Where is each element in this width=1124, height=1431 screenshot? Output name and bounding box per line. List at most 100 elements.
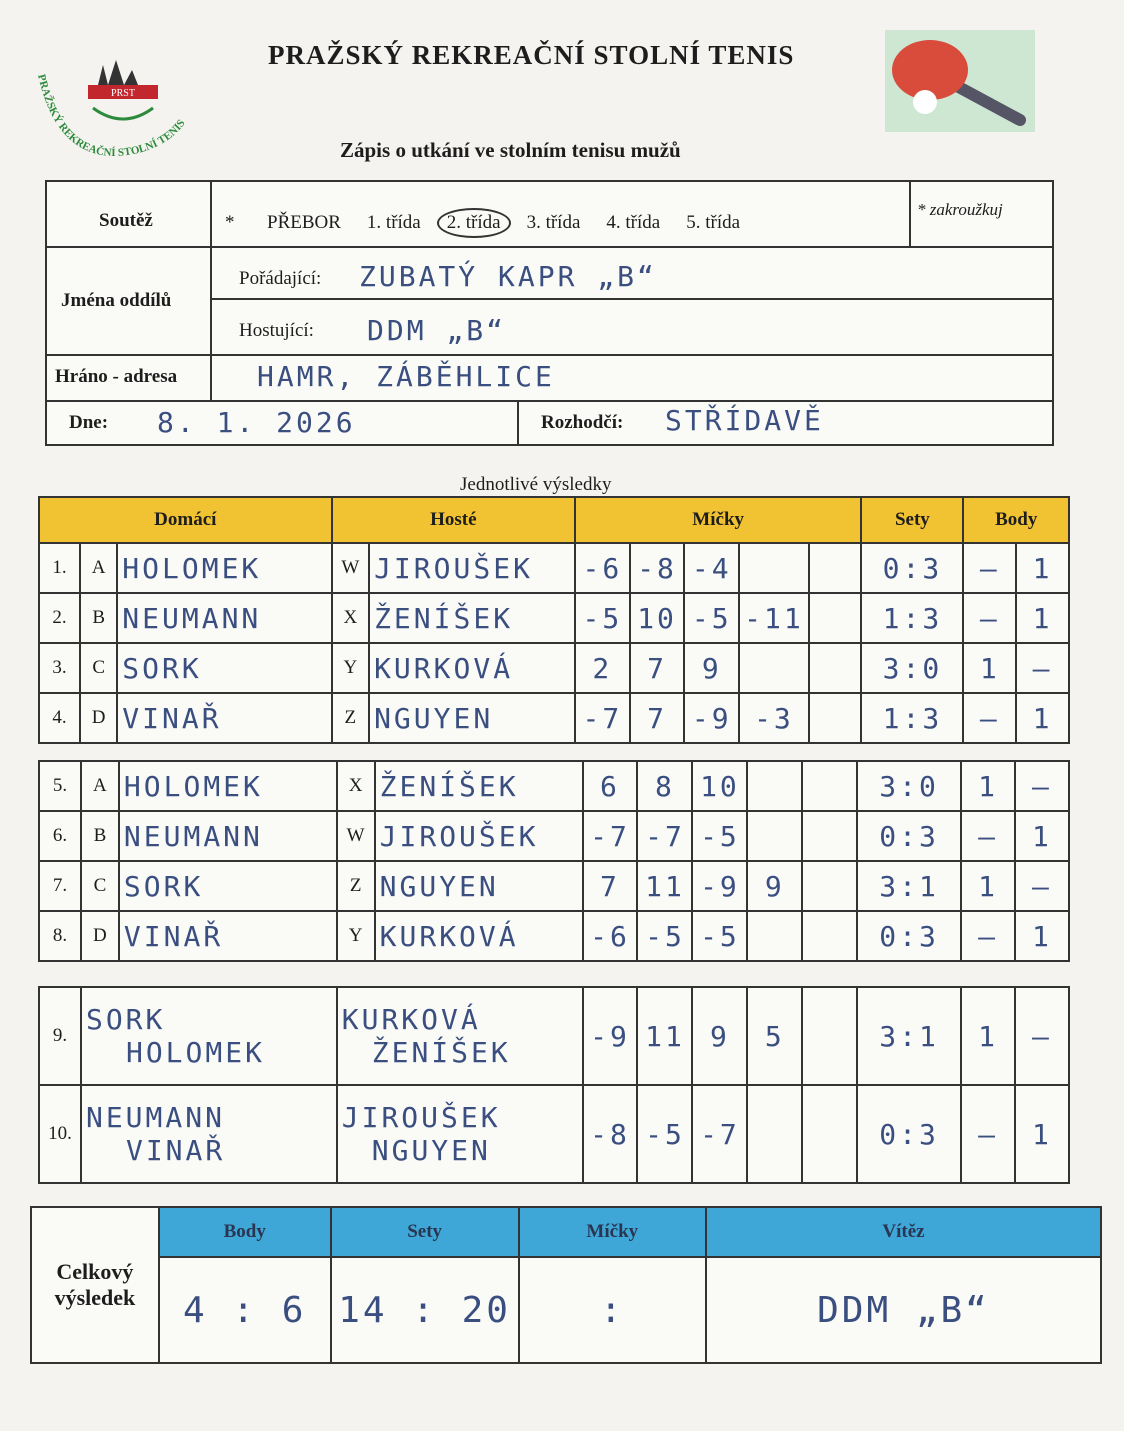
points: — [1013, 760, 1071, 812]
address-label: Hráno - adresa [55, 366, 178, 387]
match-row: 4. D VINAŘ Z NGUYEN -7 7 -9 -3 1:3—1 [37, 692, 1070, 744]
competition-option: 3. třída [526, 212, 581, 233]
guest-letter: X [330, 592, 371, 644]
ball-score: -5 [573, 592, 631, 644]
home-letter: B [79, 810, 120, 862]
sets: 3:1 [856, 860, 963, 912]
header-row: Domácí Hosté Míčky Sety Body [38, 496, 1070, 544]
points: 1 [1015, 692, 1070, 744]
home-letter: A [79, 542, 119, 594]
ball-score: 7 [628, 642, 686, 694]
ball-score [801, 986, 859, 1086]
ball-score: -5 [691, 810, 749, 862]
home-player: VINAŘ [125, 1134, 226, 1167]
ball-score: -4 [683, 542, 741, 594]
match-no: 6. [38, 810, 82, 862]
info-box: Soutěž * PŘEBOR 1. třída 2. třída 3. třída 4… [45, 180, 1054, 446]
sets: 0:3 [860, 542, 965, 594]
home-player: NEUMANN [85, 1101, 225, 1134]
star: * [225, 212, 235, 233]
logo: PRST PRAŽSKÝ REKREAČNÍ STOLNÍ TENIS [35, 60, 188, 159]
ball-score: 9 [683, 642, 741, 694]
ball-score: 7 [581, 860, 639, 912]
note: * zakroužkuj [917, 200, 1003, 219]
home-letter: A [79, 760, 120, 812]
date: 8. 1. 2026 [157, 406, 356, 439]
match-no: 7. [38, 860, 82, 912]
points: 1 [1015, 542, 1070, 594]
sets: 0:3 [856, 810, 963, 862]
ball-score: 10 [628, 592, 686, 644]
ball-score [807, 692, 863, 744]
sets: 3:0 [856, 760, 963, 812]
match-no: 8. [38, 910, 82, 962]
guest-letter: W [335, 810, 376, 862]
points: — [962, 692, 1018, 744]
competition-option: 1. třída [366, 212, 421, 233]
ball-score: -8 [628, 542, 686, 594]
competition-option: 2. třída [436, 208, 511, 238]
address: HAMR, ZÁBĚHLICE [257, 360, 555, 393]
subtitle: Zápis o utkání ve stolním tenisu mužů [340, 138, 681, 162]
ball-score: 5 [746, 986, 804, 1086]
ball-score [801, 760, 859, 812]
home-letter: C [79, 860, 120, 912]
match-no: 4. [37, 692, 82, 744]
guest-letter: Y [335, 910, 376, 962]
ball-score: -6 [581, 910, 639, 962]
home-label: Pořádající: [239, 268, 322, 289]
guest-player: NGUYEN [368, 692, 576, 744]
ball-score: -9 [683, 692, 741, 744]
column-header: Míčky [573, 496, 863, 544]
points: — [1015, 642, 1070, 694]
guest-team: DDM „B“ [367, 314, 507, 347]
guest-letter: W [330, 542, 371, 594]
column-header: Hosté [330, 496, 576, 544]
guest-player: KURKOVÁ [373, 910, 584, 962]
guest-player: NGUYEN [371, 1134, 491, 1167]
ball-score [807, 592, 863, 644]
total-sets: 14 : 20 [329, 1256, 520, 1364]
guest-player: JIROUŠEK [368, 542, 576, 594]
home-player: NEUMANN [116, 592, 333, 644]
column-header: Body [962, 496, 1070, 544]
guest-player: JIROUŠEK [373, 810, 584, 862]
total-balls: : [517, 1256, 707, 1364]
doubles-table: 9. SORK HOLOMEK KURKOVÁ ŽENÍŠEK -9 11 9 5 3:1 1—10… [38, 986, 1071, 1184]
points: 1 [962, 642, 1018, 694]
ball-score: -5 [636, 1084, 694, 1184]
match-no: 2. [37, 592, 82, 644]
home-player: SORK [116, 642, 333, 694]
ball-score: -5 [691, 910, 749, 962]
ball-score: 11 [636, 986, 694, 1086]
guest-label: Hostující: [239, 320, 314, 341]
points: 1 [960, 986, 1016, 1086]
points: — [1013, 860, 1071, 912]
column-header: Sety [860, 496, 965, 544]
competition-option: PŘEBOR [267, 212, 341, 233]
guest-letter: Z [330, 692, 371, 744]
total-points: 4 : 6 [157, 1256, 332, 1364]
total-label: Celkový výsledek [30, 1206, 160, 1364]
match-row: 1. A HOLOMEK W JIROUŠEK -6 -8 -4 0:3—1 [37, 542, 1070, 594]
match-row: 2. B NEUMANN X ŽENÍŠEK -5 10 -5 -11 1:3—1 [37, 592, 1070, 644]
points: — [962, 592, 1018, 644]
sets: 0:3 [856, 910, 963, 962]
match-no: 9. [38, 986, 82, 1086]
paddle-image [885, 30, 1035, 132]
guest-player: KURKOVÁ [341, 1003, 481, 1036]
home-letter: B [79, 592, 119, 644]
points: — [1013, 986, 1071, 1086]
guest-pair: KURKOVÁ ŽENÍŠEK [335, 986, 584, 1086]
sets: 1:3 [860, 692, 965, 744]
total-column: Vítěz [704, 1206, 1103, 1258]
competition-label: Soutěž [99, 210, 153, 231]
guest-player: KURKOVÁ [368, 642, 576, 694]
total-column: Míčky [517, 1206, 707, 1258]
home-pair: SORK HOLOMEK [79, 986, 338, 1086]
ball-score: -7 [691, 1084, 749, 1184]
points: 1 [960, 760, 1016, 812]
ball-score: 7 [628, 692, 686, 744]
ball-score [738, 642, 810, 694]
